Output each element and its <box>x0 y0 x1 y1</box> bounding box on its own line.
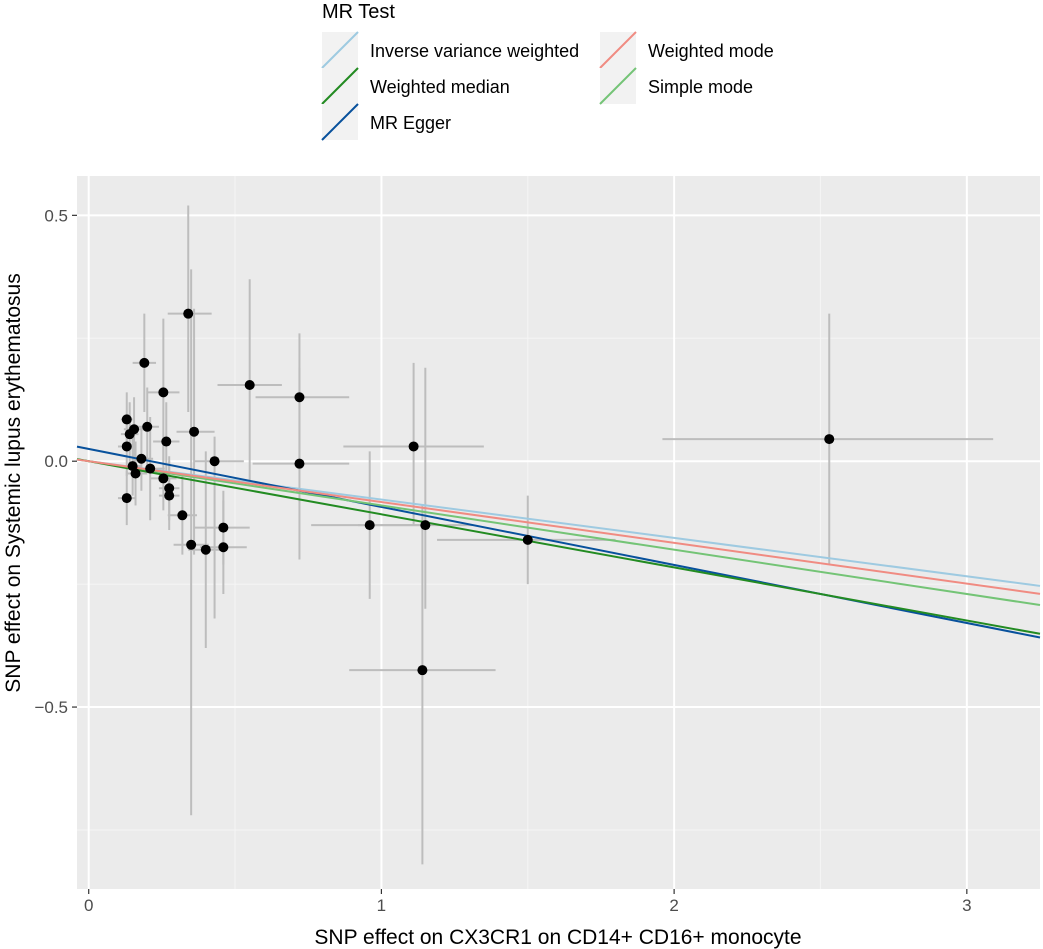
data-point <box>164 483 175 494</box>
legend-swatch-weighted-mode <box>599 31 637 69</box>
legend-title: MR Test <box>322 1 395 23</box>
x-tick-label: 3 <box>962 896 971 915</box>
regression-line-simple-mode <box>76 458 1041 607</box>
grid-major <box>77 176 1040 889</box>
data-point <box>129 424 140 435</box>
legend-swatch-weighted-median <box>321 67 359 105</box>
data-point <box>218 542 229 553</box>
data-point <box>121 441 132 452</box>
legend-label-simple-mode: Simple mode <box>648 77 753 97</box>
y-tick-label: −0.5 <box>34 698 68 717</box>
legend-swatch-simple-mode <box>599 67 637 105</box>
y-tick-label: 0.5 <box>44 206 68 225</box>
data-point <box>408 441 419 452</box>
data-point <box>164 490 175 501</box>
data-point <box>209 456 220 467</box>
legend-label-weighted-median: Weighted median <box>370 77 510 97</box>
data-point <box>824 434 835 445</box>
x-tick-label: 1 <box>377 896 386 915</box>
x-tick-label: 2 <box>669 896 678 915</box>
data-point <box>294 392 305 403</box>
data-point <box>200 544 211 555</box>
data-point <box>145 463 156 474</box>
regression-line-weighted-median <box>76 458 1041 635</box>
data-point <box>417 665 428 676</box>
data-points <box>121 308 835 676</box>
legend-label-inverse-variance-weighted: Inverse variance weighted <box>370 41 579 61</box>
data-point <box>142 421 153 432</box>
x-tick-label: 0 <box>84 896 93 915</box>
axis-ticks: 0 1 2 3 0.5 0.0 −0.5 <box>34 206 971 915</box>
legend-label-mr-egger: MR Egger <box>370 113 451 133</box>
data-point <box>186 539 197 550</box>
data-point <box>158 473 169 484</box>
data-point <box>121 493 132 504</box>
data-point <box>364 520 375 531</box>
data-point <box>420 520 431 531</box>
legend-swatch-inverse-variance-weighted <box>321 31 359 69</box>
data-point <box>189 426 200 437</box>
regression-line-inverse-variance-weighted <box>76 458 1041 587</box>
x-axis-title: SNP effect on CX3CR1 on CD14+ CD16+ mono… <box>314 926 801 949</box>
regression-lines <box>76 445 1041 639</box>
data-point <box>294 458 305 469</box>
data-point <box>218 522 229 533</box>
y-axis-title: SNP effect on Systemic lupus erythematos… <box>2 273 25 692</box>
regression-line-weighted-mode <box>76 458 1041 595</box>
y-tick-label: 0.0 <box>44 452 68 471</box>
data-point <box>136 453 147 464</box>
data-point <box>121 414 132 425</box>
legend-swatch-mr-egger <box>321 103 359 141</box>
data-point <box>183 308 194 319</box>
data-point <box>177 510 188 521</box>
data-point <box>139 357 150 368</box>
data-point <box>130 468 141 479</box>
data-point <box>522 534 533 545</box>
data-point <box>158 387 169 398</box>
data-point <box>161 436 172 447</box>
legend-label-weighted-mode: Weighted mode <box>648 41 774 61</box>
legend: MR Test Inverse variance weighted Weighte… <box>321 1 774 141</box>
data-point <box>244 379 255 390</box>
